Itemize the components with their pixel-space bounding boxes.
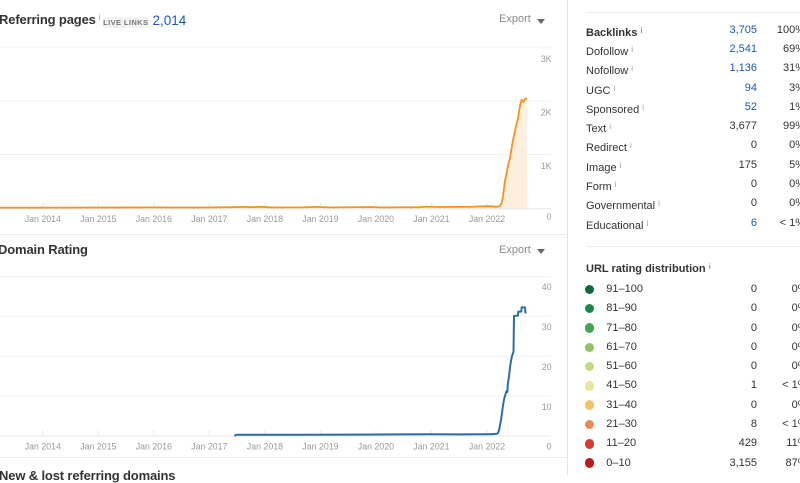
svg-text:Jan 2018: Jan 2018 (247, 441, 283, 451)
svg-text:Jan 2015: Jan 2015 (80, 441, 116, 451)
svg-text:0: 0 (547, 212, 552, 222)
svg-text:Jan 2016: Jan 2016 (136, 214, 172, 224)
svg-text:2K: 2K (541, 107, 552, 117)
svg-text:20: 20 (542, 362, 552, 372)
svg-text:Jan 2020: Jan 2020 (358, 441, 394, 451)
svg-text:1K: 1K (541, 161, 552, 171)
svg-text:Jan 2017: Jan 2017 (191, 441, 227, 451)
svg-text:Jan 2014: Jan 2014 (25, 441, 61, 451)
svg-text:Jan 2019: Jan 2019 (302, 441, 338, 451)
svg-text:Jan 2017: Jan 2017 (191, 214, 227, 224)
svg-text:10: 10 (542, 402, 552, 412)
svg-text:Jan 2015: Jan 2015 (80, 214, 116, 224)
svg-text:Jan 2016: Jan 2016 (136, 441, 172, 451)
svg-text:Jan 2021: Jan 2021 (413, 214, 449, 224)
svg-text:3K: 3K (541, 54, 552, 64)
svg-text:Jan 2022: Jan 2022 (469, 214, 505, 224)
svg-text:0: 0 (547, 441, 552, 451)
svg-text:Jan 2020: Jan 2020 (358, 214, 394, 224)
svg-text:40: 40 (542, 282, 552, 292)
svg-text:Jan 2019: Jan 2019 (302, 214, 338, 224)
svg-text:Jan 2014: Jan 2014 (25, 214, 61, 224)
svg-text:Jan 2021: Jan 2021 (413, 441, 449, 451)
svg-text:30: 30 (542, 322, 552, 332)
svg-text:Jan 2018: Jan 2018 (247, 214, 283, 224)
svg-text:Jan 2022: Jan 2022 (469, 441, 505, 451)
